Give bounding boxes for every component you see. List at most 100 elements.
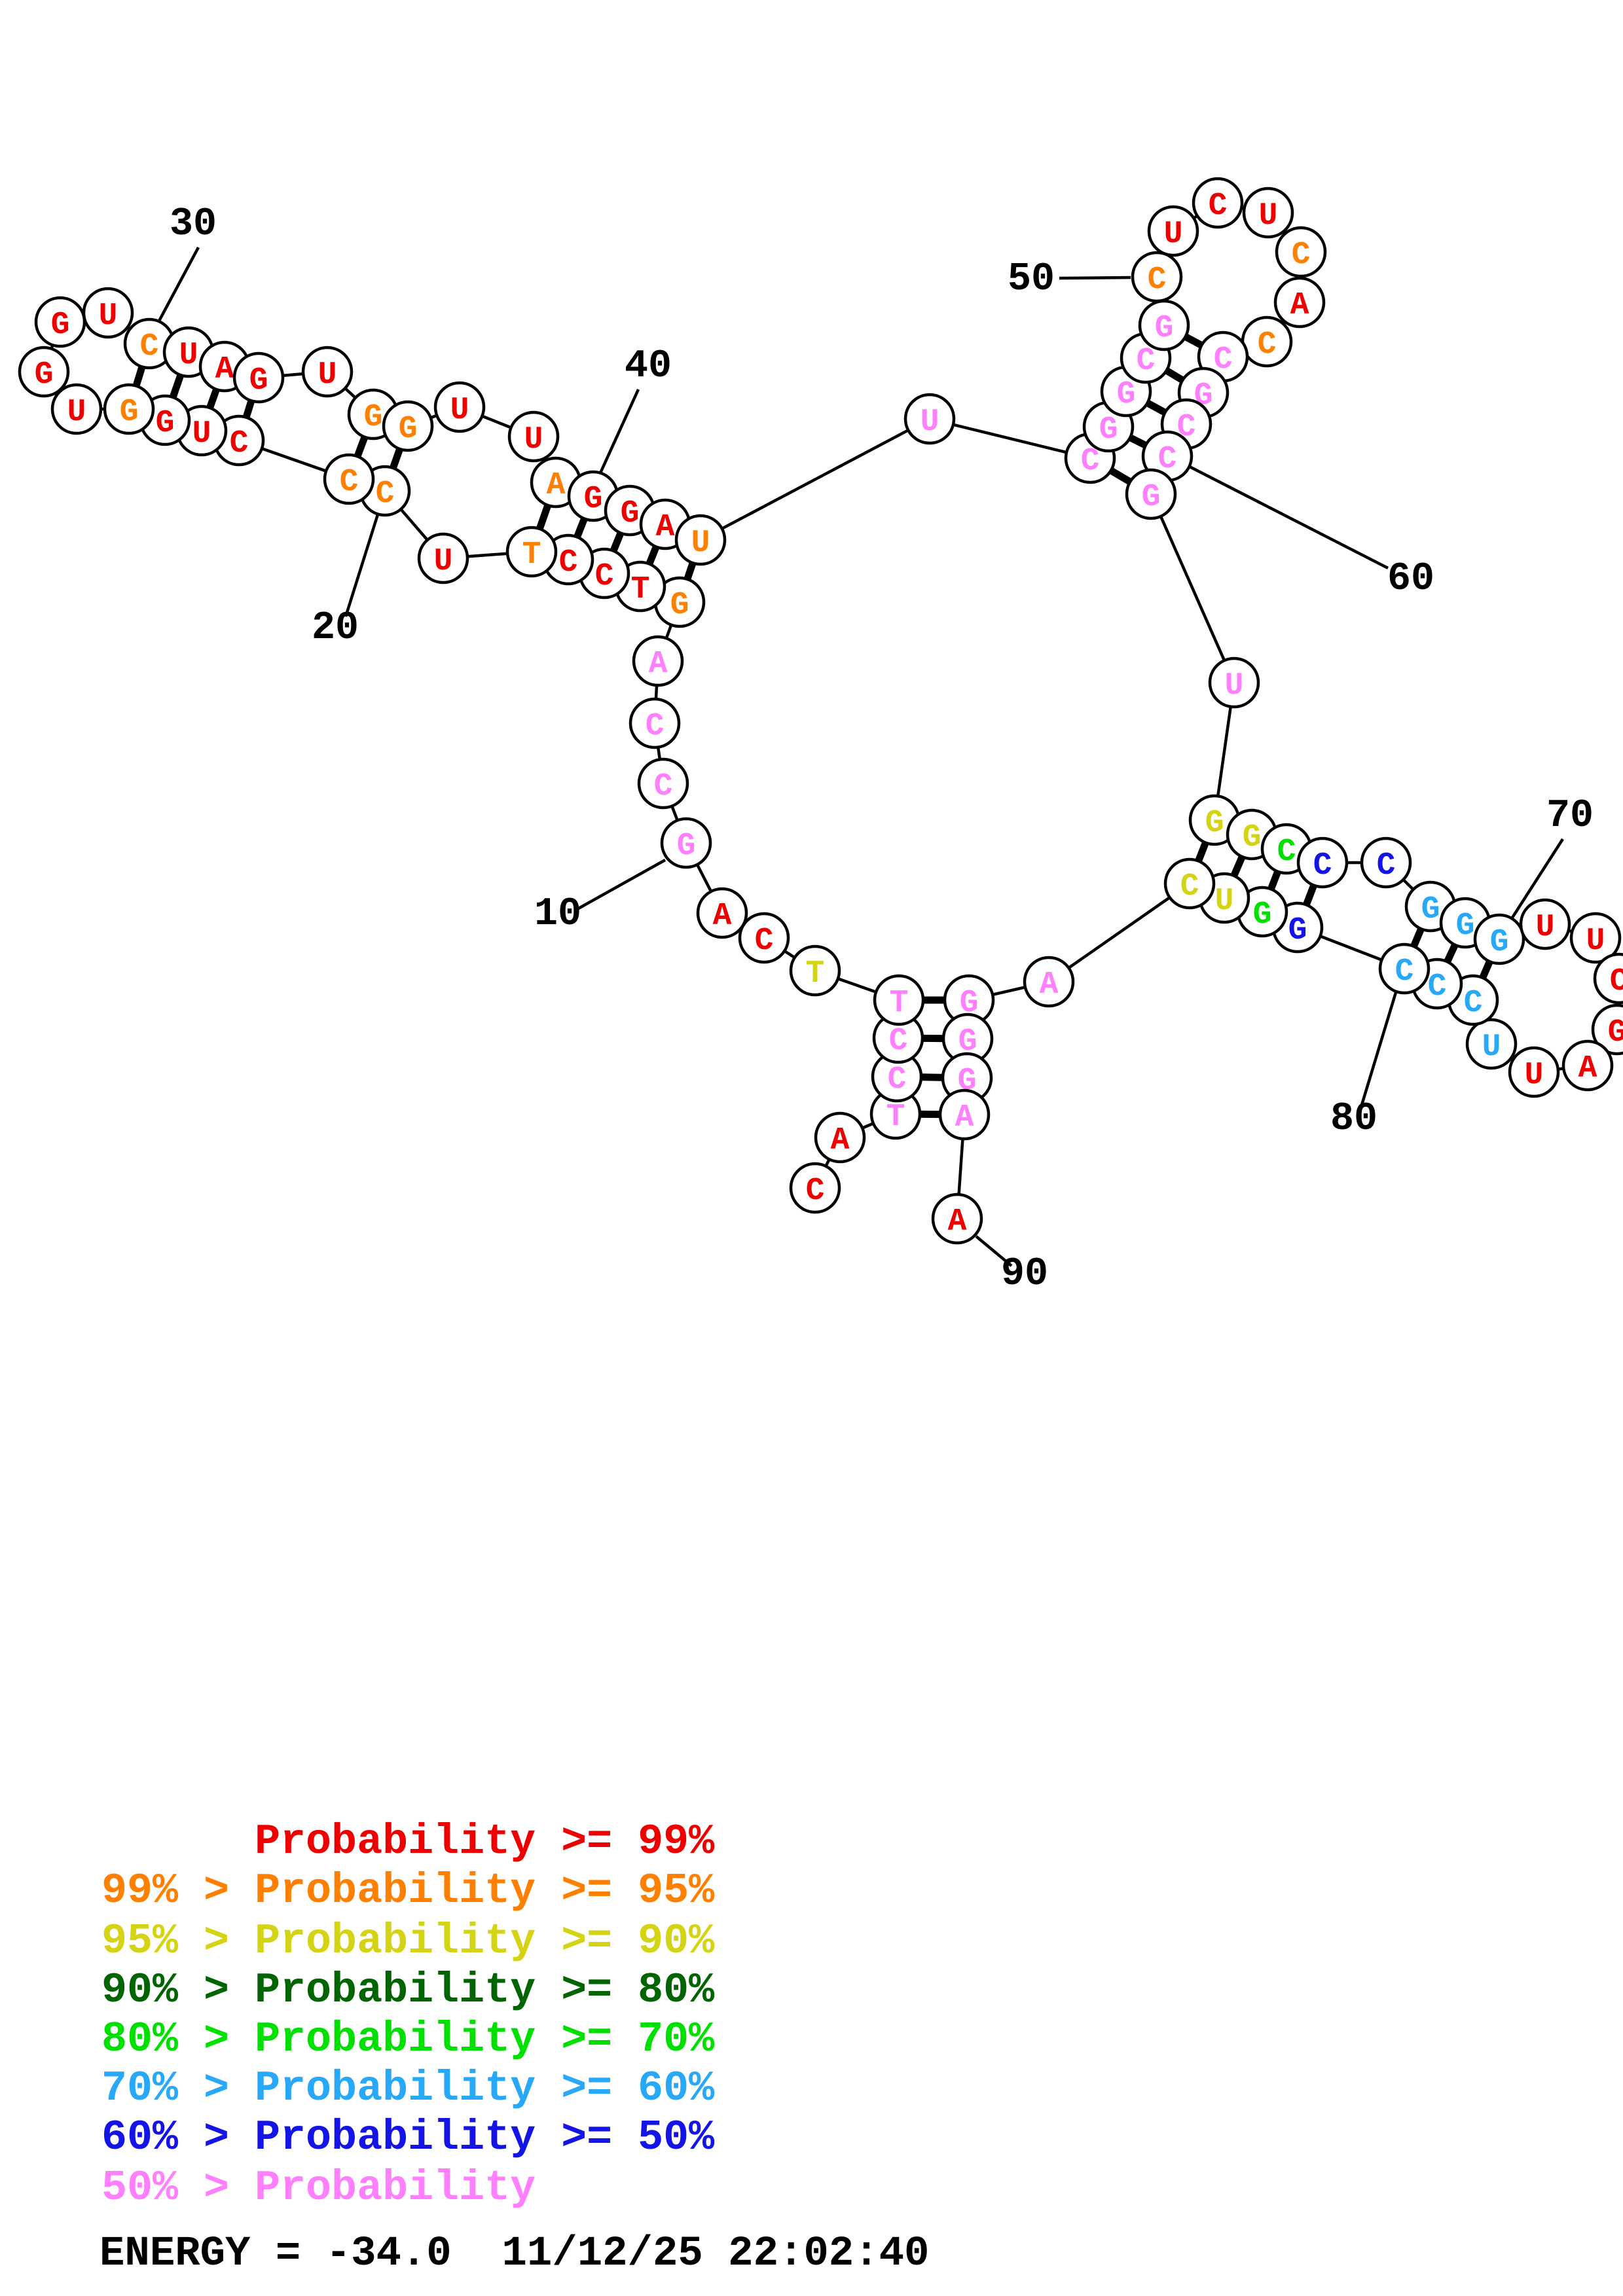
- nucleotide-base-49: G: [1155, 311, 1174, 346]
- legend-row-5: 80% > Probability >= 70%: [101, 2015, 715, 2064]
- nucleotide-base-76: U: [1525, 1058, 1544, 1093]
- nucleotide-circle-90: [931, 1193, 983, 1245]
- label-leader-line: [575, 859, 666, 911]
- nucleotide-base-61: G: [1142, 480, 1161, 515]
- nucleotide-circle-75: [1561, 1039, 1614, 1092]
- nucleotide-base-11: C: [654, 769, 673, 804]
- nucleotide-base-75: A: [1578, 1051, 1597, 1086]
- backbone-segment: [699, 418, 931, 541]
- nucleotide-circle-36: [382, 400, 434, 452]
- nucleotide-circle-50: [1131, 251, 1183, 303]
- nucleotide-base-48: C: [1137, 344, 1156, 379]
- position-label-30: 30: [170, 202, 217, 247]
- nucleotide-circle-66: [1296, 836, 1349, 889]
- nucleotide-circle-85: [1023, 956, 1075, 1008]
- nucleotide-base-67: C: [1377, 848, 1396, 884]
- nucleotide-base-37: U: [450, 393, 469, 428]
- nucleotide-base-71: U: [1536, 910, 1555, 945]
- nucleotide-base-74: G: [1608, 1015, 1623, 1050]
- nucleotide-circle-1: [789, 1162, 841, 1214]
- position-label-70: 70: [1546, 794, 1594, 838]
- nucleotide-base-54: C: [1292, 238, 1311, 273]
- nucleotide-circle-44: [903, 393, 956, 445]
- nucleotide-circle-67: [1360, 836, 1412, 889]
- nucleotide-base-38: U: [524, 422, 543, 457]
- nucleotide-base-5: C: [889, 1024, 908, 1059]
- nucleotide-base-22: C: [230, 426, 249, 461]
- nucleotide-circle-37: [433, 381, 486, 433]
- nucleotide-base-7: T: [806, 956, 825, 992]
- nucleotide-base-77: U: [1482, 1030, 1501, 1065]
- nucleotide-base-3: T: [886, 1100, 905, 1135]
- nucleotide-circle-8: [738, 912, 790, 964]
- backbone-segment: [1149, 493, 1236, 683]
- nucleotide-base-13: A: [649, 647, 668, 682]
- nucleotide-base-50: C: [1148, 262, 1167, 298]
- nucleotide-base-2: A: [831, 1123, 850, 1158]
- position-label-80: 80: [1330, 1097, 1377, 1141]
- nucleotide-base-24: G: [156, 406, 175, 441]
- nucleotide-base-28: G: [51, 308, 70, 343]
- nucleotide-circle-89: [938, 1088, 991, 1141]
- nucleotide-base-8: C: [755, 924, 774, 959]
- nucleotide-circle-26: [50, 383, 103, 435]
- nucleotide-circle-13: [632, 635, 684, 687]
- nucleotide-circle-27: [18, 346, 70, 398]
- nucleotide-base-43: U: [691, 526, 710, 561]
- nucleotide-circle-7: [789, 944, 841, 997]
- label-leader-line: [1510, 838, 1564, 921]
- nucleotide-base-21: C: [340, 465, 359, 500]
- legend-row-7: 60% > Probability >= 50%: [101, 2113, 715, 2162]
- nucleotide-base-36: G: [399, 412, 418, 447]
- nucleotide-base-79: C: [1428, 969, 1447, 1005]
- energy-text: ENERGY = -34.0 11/12/25 22:02:40: [100, 2231, 930, 2278]
- nucleotide-circle-71: [1519, 898, 1571, 950]
- legend-row-3: 95% > Probability >= 90%: [101, 1917, 715, 1965]
- nucleotide-base-10: G: [677, 829, 696, 864]
- nucleotide-circle-33: [232, 351, 285, 404]
- nucleotide-base-20: C: [376, 476, 395, 512]
- nucleotide-base-63: G: [1205, 806, 1224, 841]
- nucleotide-circle-12: [629, 697, 681, 749]
- nucleotide-base-44: U: [921, 404, 939, 440]
- nucleotide-base-53: U: [1259, 198, 1278, 234]
- label-leader-line: [597, 389, 640, 476]
- nucleotide-circle-6: [873, 974, 925, 1026]
- nucleotide-base-68: G: [1421, 892, 1440, 927]
- nucleotide-base-14: G: [670, 588, 689, 623]
- nucleotide-circle-21: [323, 453, 375, 505]
- nucleotide-circle-74: [1591, 1003, 1623, 1056]
- nucleotide-circle-43: [674, 514, 727, 566]
- nucleotide-base-70: G: [1490, 925, 1509, 960]
- nucleotide-circle-29: [82, 287, 134, 339]
- nucleotide-circle-18: [505, 526, 558, 578]
- legend-row-2: 99% > Probability >= 95%: [101, 1867, 715, 1915]
- nucleotide-base-39: A: [547, 468, 566, 503]
- nucleotide-base-19: U: [434, 544, 453, 579]
- nucleotide-base-89: A: [955, 1100, 974, 1136]
- nucleotide-base-15: T: [631, 572, 650, 607]
- nucleotide-base-81: G: [1288, 913, 1307, 948]
- position-label-60: 60: [1387, 557, 1434, 601]
- label-leader-line: [344, 514, 380, 617]
- nucleotide-base-40: G: [584, 482, 603, 517]
- position-label-90: 90: [1001, 1252, 1048, 1297]
- nucleotide-circle-2: [814, 1111, 866, 1164]
- nucleotide-circle-55: [1273, 276, 1326, 329]
- position-label-40: 40: [625, 344, 672, 389]
- label-leader-line: [975, 1235, 1013, 1267]
- nucleotide-circle-51: [1147, 205, 1199, 257]
- nucleotide-base-82: G: [1253, 897, 1272, 933]
- nucleotide-base-18: T: [522, 537, 541, 573]
- nucleotide-base-56: C: [1258, 327, 1277, 363]
- nucleotide-circle-62: [1208, 656, 1260, 709]
- nucleotide-base-35: G: [364, 400, 383, 435]
- nucleotide-base-1: C: [806, 1174, 825, 1209]
- nucleotide-base-4: C: [888, 1062, 907, 1098]
- nucleotide-base-32: A: [215, 352, 234, 387]
- nucleotide-base-6: T: [890, 986, 909, 1021]
- nucleotide-circle-70: [1473, 913, 1525, 965]
- nucleotide-circle-9: [696, 887, 748, 939]
